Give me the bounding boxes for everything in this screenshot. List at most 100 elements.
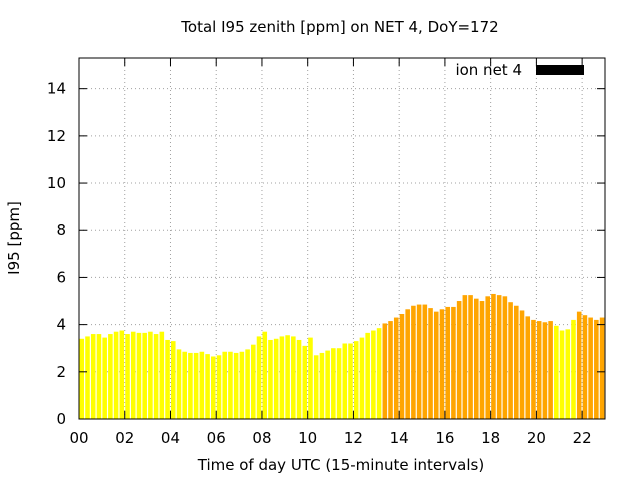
bar: [325, 350, 330, 419]
bar: [142, 332, 147, 419]
bar: [170, 341, 176, 419]
bar: [102, 337, 107, 419]
bar: [256, 336, 262, 419]
bar: [496, 295, 502, 419]
bar: [279, 336, 285, 419]
x-tick-label: 06: [207, 429, 226, 447]
x-tick-label: 16: [435, 429, 454, 447]
bar: [182, 351, 187, 419]
bar: [211, 356, 216, 419]
bar: [119, 330, 125, 419]
bar: [353, 341, 359, 419]
x-tick-label: 20: [527, 429, 546, 447]
bar: [165, 339, 170, 419]
y-tick-label: 12: [47, 127, 66, 145]
bar: [245, 349, 250, 419]
bar: [536, 321, 542, 419]
bar: [319, 352, 325, 419]
bar: [233, 352, 239, 419]
bar: [548, 321, 553, 419]
bar: [519, 310, 525, 419]
bar: [565, 329, 571, 419]
x-tick-label: 10: [298, 429, 317, 447]
x-tick-label: 12: [344, 429, 363, 447]
bar: [439, 309, 445, 419]
bar: [90, 334, 96, 419]
legend-swatch: [536, 65, 584, 75]
bar: [571, 319, 576, 419]
x-tick-label: 02: [115, 429, 134, 447]
legend: ion net 4: [455, 61, 584, 79]
bar: [85, 336, 90, 419]
bar: [433, 311, 439, 419]
bar: [136, 332, 142, 419]
bar: [228, 351, 233, 419]
y-axis-label: I95 [ppm]: [5, 201, 23, 275]
x-tick-label: 18: [481, 429, 500, 447]
bar: [428, 308, 433, 419]
bar: [359, 337, 365, 419]
bar: [371, 330, 376, 419]
bar: [296, 339, 302, 419]
y-tick-label: 8: [56, 221, 66, 239]
bar: [594, 319, 599, 419]
bar: [405, 309, 410, 419]
bar: [376, 328, 382, 419]
bar: [125, 334, 130, 419]
bar: [468, 295, 473, 419]
y-tick-label: 6: [56, 268, 66, 286]
x-tick-label: 08: [252, 429, 271, 447]
bar: [285, 335, 290, 419]
bar: [365, 332, 370, 419]
grid: [79, 58, 605, 419]
bar: [342, 343, 348, 419]
bar: [514, 305, 519, 419]
bar: [313, 355, 319, 419]
x-tick-label: 00: [69, 429, 88, 447]
bar: [491, 293, 496, 419]
bar: [216, 355, 222, 419]
bar: [462, 295, 468, 419]
bar: [348, 343, 353, 419]
y-tick-label: 4: [56, 316, 66, 334]
bar: [193, 352, 199, 419]
bar: [456, 301, 462, 419]
bar: [108, 334, 113, 419]
bar: [205, 354, 210, 419]
bar: [445, 306, 450, 419]
bar: [268, 339, 273, 419]
bar: [582, 315, 588, 419]
bar: [308, 337, 313, 419]
bar: [291, 336, 296, 419]
bar: [302, 345, 308, 419]
y-tick-label: 0: [56, 410, 66, 428]
x-tick-label: 14: [390, 429, 409, 447]
bar: [531, 319, 536, 419]
bar: [336, 348, 342, 419]
bar: [588, 317, 593, 419]
bar: [96, 334, 102, 419]
y-tick-label: 2: [56, 363, 66, 381]
bar: [599, 317, 605, 419]
bar: [113, 331, 119, 419]
bar: [576, 311, 582, 419]
bar: [525, 316, 531, 419]
bar: [388, 321, 393, 419]
bar: [416, 304, 422, 419]
bar: [148, 331, 153, 419]
bars: [79, 293, 605, 419]
legend-label: ion net 4: [455, 61, 522, 79]
bar: [554, 325, 559, 419]
bar: [474, 298, 479, 419]
bar: [331, 348, 336, 419]
bar: [239, 351, 245, 419]
bar: [382, 323, 388, 419]
bar: [262, 331, 268, 419]
x-tick-label: 22: [573, 429, 592, 447]
y-tick-label: 14: [47, 80, 66, 98]
bar: [399, 314, 405, 419]
bar: [273, 338, 279, 419]
x-tick-label: 04: [161, 429, 180, 447]
